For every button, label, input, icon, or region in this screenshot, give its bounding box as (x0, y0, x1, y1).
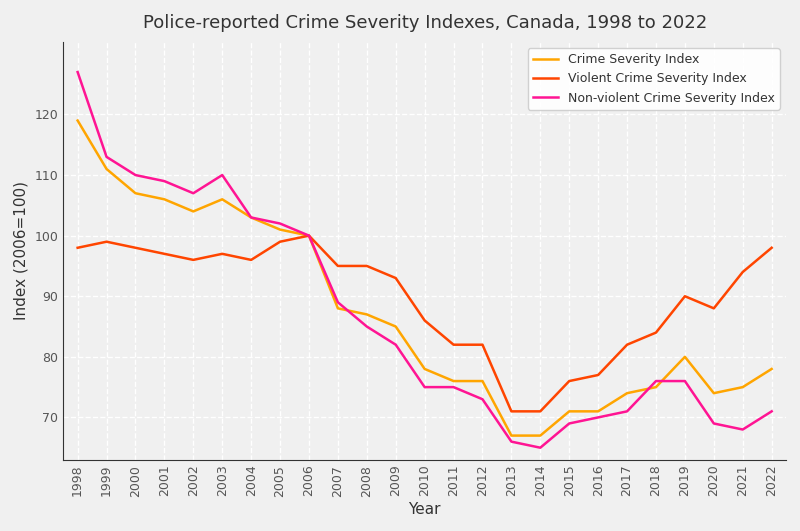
Violent Crime Severity Index (565, 378, 574, 384)
Crime Severity Index (246, 215, 256, 221)
Violent Crime Severity Index (130, 245, 140, 251)
Violent Crime Severity Index (478, 341, 487, 348)
Non-violent Crime Severity Index (680, 378, 690, 384)
Non-violent Crime Severity Index (535, 444, 545, 451)
Violent Crime Severity Index (391, 275, 401, 281)
Crime Severity Index (275, 226, 285, 233)
Violent Crime Severity Index (333, 263, 342, 269)
Crime Severity Index (73, 117, 82, 124)
Crime Severity Index (391, 323, 401, 330)
Non-violent Crime Severity Index (102, 153, 111, 160)
Y-axis label: Index (2006=100): Index (2006=100) (14, 181, 29, 320)
Crime Severity Index (506, 432, 516, 439)
Crime Severity Index (478, 378, 487, 384)
Crime Severity Index (189, 208, 198, 215)
Non-violent Crime Severity Index (246, 215, 256, 221)
Crime Severity Index (622, 390, 632, 396)
Non-violent Crime Severity Index (651, 378, 661, 384)
Line: Violent Crime Severity Index: Violent Crime Severity Index (78, 236, 772, 412)
Violent Crime Severity Index (420, 318, 430, 324)
Crime Severity Index (565, 408, 574, 415)
Violent Crime Severity Index (506, 408, 516, 415)
Non-violent Crime Severity Index (565, 420, 574, 426)
Crime Severity Index (738, 384, 747, 390)
Non-violent Crime Severity Index (391, 341, 401, 348)
Non-violent Crime Severity Index (73, 69, 82, 75)
Crime Severity Index (767, 366, 777, 372)
Legend: Crime Severity Index, Violent Crime Severity Index, Non-violent Crime Severity I: Crime Severity Index, Violent Crime Seve… (528, 48, 780, 109)
Crime Severity Index (362, 311, 372, 318)
Crime Severity Index (680, 354, 690, 360)
X-axis label: Year: Year (408, 502, 441, 517)
Violent Crime Severity Index (680, 293, 690, 299)
Violent Crime Severity Index (304, 233, 314, 239)
Violent Crime Severity Index (275, 238, 285, 245)
Violent Crime Severity Index (767, 245, 777, 251)
Crime Severity Index (420, 366, 430, 372)
Violent Crime Severity Index (189, 256, 198, 263)
Violent Crime Severity Index (73, 245, 82, 251)
Violent Crime Severity Index (449, 341, 458, 348)
Violent Crime Severity Index (159, 251, 169, 257)
Non-violent Crime Severity Index (709, 420, 718, 426)
Violent Crime Severity Index (738, 269, 747, 275)
Crime Severity Index (449, 378, 458, 384)
Crime Severity Index (535, 432, 545, 439)
Violent Crime Severity Index (102, 238, 111, 245)
Non-violent Crime Severity Index (420, 384, 430, 390)
Non-violent Crime Severity Index (304, 233, 314, 239)
Non-violent Crime Severity Index (594, 414, 603, 421)
Violent Crime Severity Index (709, 305, 718, 312)
Crime Severity Index (159, 196, 169, 202)
Crime Severity Index (333, 305, 342, 312)
Non-violent Crime Severity Index (506, 439, 516, 445)
Non-violent Crime Severity Index (622, 408, 632, 415)
Crime Severity Index (130, 190, 140, 196)
Non-violent Crime Severity Index (275, 220, 285, 227)
Title: Police-reported Crime Severity Indexes, Canada, 1998 to 2022: Police-reported Crime Severity Indexes, … (142, 14, 706, 32)
Violent Crime Severity Index (535, 408, 545, 415)
Crime Severity Index (594, 408, 603, 415)
Violent Crime Severity Index (594, 372, 603, 378)
Violent Crime Severity Index (651, 329, 661, 336)
Violent Crime Severity Index (246, 256, 256, 263)
Non-violent Crime Severity Index (130, 172, 140, 178)
Non-violent Crime Severity Index (218, 172, 227, 178)
Non-violent Crime Severity Index (159, 178, 169, 184)
Non-violent Crime Severity Index (362, 323, 372, 330)
Non-violent Crime Severity Index (738, 426, 747, 433)
Violent Crime Severity Index (218, 251, 227, 257)
Crime Severity Index (304, 233, 314, 239)
Line: Crime Severity Index: Crime Severity Index (78, 121, 772, 435)
Line: Non-violent Crime Severity Index: Non-violent Crime Severity Index (78, 72, 772, 448)
Non-violent Crime Severity Index (767, 408, 777, 415)
Non-violent Crime Severity Index (333, 299, 342, 305)
Crime Severity Index (651, 384, 661, 390)
Non-violent Crime Severity Index (189, 190, 198, 196)
Crime Severity Index (218, 196, 227, 202)
Crime Severity Index (709, 390, 718, 396)
Violent Crime Severity Index (362, 263, 372, 269)
Non-violent Crime Severity Index (478, 396, 487, 402)
Crime Severity Index (102, 166, 111, 172)
Violent Crime Severity Index (622, 341, 632, 348)
Non-violent Crime Severity Index (449, 384, 458, 390)
